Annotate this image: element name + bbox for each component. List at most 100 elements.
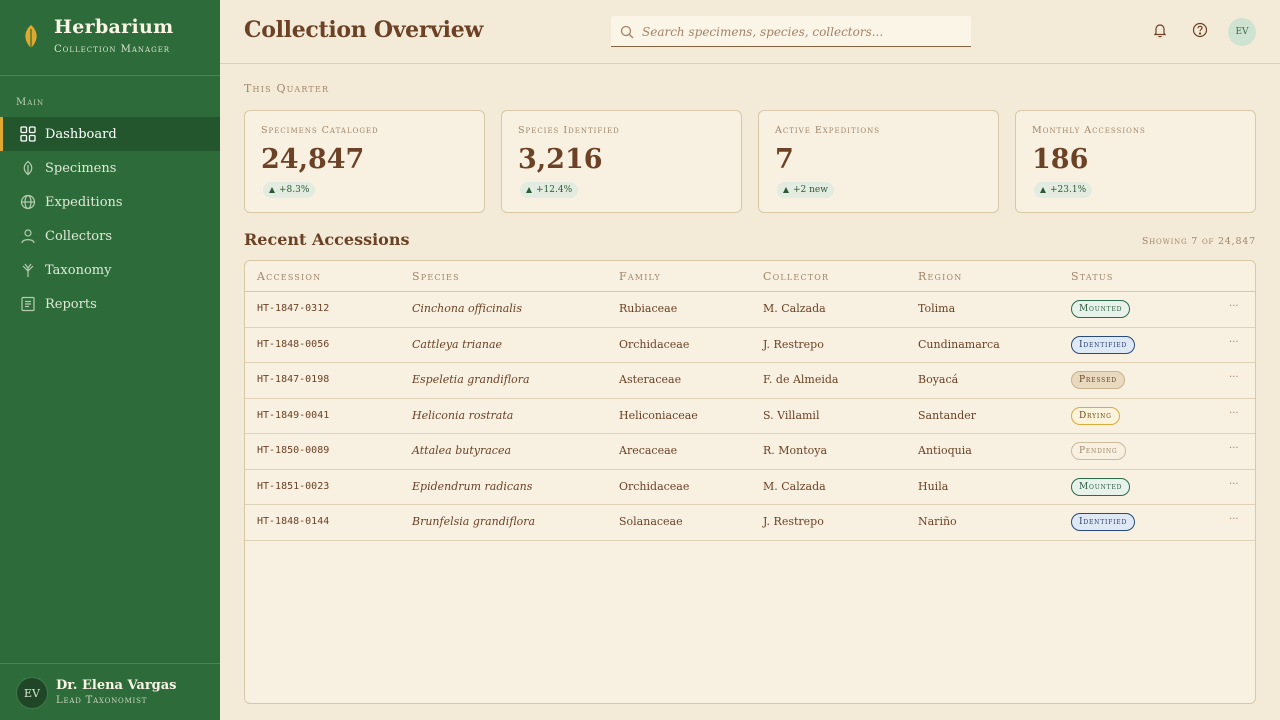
stat-label: Specimens Cataloged — [261, 125, 379, 136]
region-name: Cundinamarca — [918, 337, 1000, 351]
sidebar-item-specimens[interactable]: Specimens — [0, 151, 220, 185]
nav-section-label: Main — [16, 97, 45, 108]
document-icon — [20, 296, 36, 312]
status-badge: Pressed — [1071, 371, 1125, 389]
page-title: Collection Overview — [244, 17, 484, 43]
species-name: Heliconia rostrata — [412, 408, 514, 422]
brand: Herbarium Collection Manager — [0, 0, 220, 76]
table-row[interactable]: HT-1848-0056 Cattleya trianae Orchidaceae J… — [245, 328, 1255, 363]
column-header-species[interactable]: Species — [412, 270, 460, 283]
species-name: Brunfelsia grandiflora — [412, 515, 536, 528]
collector-name: R. Montoya — [763, 444, 828, 457]
column-header-accession[interactable]: Accession — [257, 270, 322, 283]
stat-change-badge: +12.4% — [520, 182, 579, 198]
sidebar-item-label: Dashboard — [45, 126, 117, 142]
stat-value: 3,216 — [518, 144, 603, 175]
region-name: Nariño — [918, 515, 957, 528]
recent-accessions-title: Recent Accessions — [244, 230, 410, 249]
sidebar-item-reports[interactable]: Reports — [0, 287, 220, 321]
family-name: Solanaceae — [619, 515, 683, 528]
species-name: Cattleya trianae — [412, 337, 503, 351]
table-row[interactable]: HT-1850-0089 Attalea butyracea Arecaceae R.… — [245, 434, 1255, 470]
column-header-collector[interactable]: Collector — [763, 270, 830, 283]
collector-name: S. Villamil — [763, 408, 820, 422]
user-role: Lead Taxonomist — [56, 695, 148, 706]
status-badge: Identified — [1071, 335, 1136, 354]
family-name: Orchidaceae — [619, 337, 690, 351]
species-name: Attalea butyracea — [412, 444, 512, 457]
collector-name: F. de Almeida — [763, 373, 839, 386]
row-actions-button[interactable]: ··· — [1229, 301, 1239, 312]
stat-change: +12.4% — [536, 185, 573, 195]
table-row[interactable]: HT-1847-0198 Espeletia grandiflora Asterac… — [245, 363, 1255, 399]
header: Collection Overview EV — [220, 0, 1280, 64]
sidebar-item-collectors[interactable]: Collectors — [0, 219, 220, 253]
species-name: Epidendrum radicans — [412, 479, 533, 493]
status-badge: Mounted — [1071, 477, 1131, 496]
stat-change: +23.1% — [1050, 185, 1087, 195]
user-profile[interactable]: EV Dr. Elena Vargas Lead Taxonomist — [0, 663, 220, 720]
results-count: Showing 7 of 24,847 — [1141, 236, 1256, 247]
stat-value: 7 — [775, 144, 794, 175]
collector-name: J. Restrepo — [763, 337, 824, 351]
stat-change: +8.3% — [279, 185, 310, 195]
column-header-status[interactable]: Status — [1071, 270, 1114, 283]
family-name: Rubiaceae — [619, 302, 678, 315]
stat-change-badge: +23.1% — [1034, 182, 1093, 198]
sidebar-item-label: Specimens — [45, 160, 117, 176]
arrow-up-icon — [1040, 187, 1046, 193]
table-body: HT-1847-0312 Cinchona officinalis Rubiacea… — [245, 292, 1255, 541]
header-avatar[interactable]: EV — [1228, 18, 1256, 46]
sidebar-item-expeditions[interactable]: Expeditions — [0, 185, 220, 219]
arrow-up-icon — [269, 187, 275, 193]
status-badge: Mounted — [1071, 300, 1131, 318]
family-name: Heliconiaceae — [619, 408, 698, 422]
sidebar: Herbarium Collection Manager Main Dashbo… — [0, 0, 220, 720]
row-actions-button[interactable]: ··· — [1229, 336, 1239, 348]
grid-icon — [20, 126, 36, 142]
region-name: Tolima — [918, 302, 956, 315]
accession-id: HT-1848-0144 — [257, 516, 330, 527]
stat-change: +2 new — [793, 185, 828, 195]
stat-label: Active Expeditions — [775, 125, 881, 136]
stat-change-badge: +2 new — [777, 182, 834, 198]
stat-label: Species Identified — [518, 125, 620, 136]
row-actions-button[interactable]: ··· — [1229, 443, 1239, 454]
sidebar-item-label: Reports — [45, 296, 97, 312]
table-row[interactable]: HT-1847-0312 Cinchona officinalis Rubiacea… — [245, 292, 1255, 328]
accession-id: HT-1847-0312 — [257, 303, 330, 314]
user-name: Dr. Elena Vargas — [56, 678, 177, 693]
row-actions-button[interactable]: ··· — [1229, 407, 1239, 419]
status-badge: Drying — [1071, 406, 1120, 425]
row-actions-button[interactable]: ··· — [1229, 372, 1239, 383]
family-name: Asteraceae — [619, 373, 682, 386]
region-name: Boyacá — [918, 373, 959, 386]
region-name: Santander — [918, 408, 977, 422]
column-header-family[interactable]: Family — [619, 270, 662, 283]
section-label: This Quarter — [244, 82, 330, 95]
notifications-button[interactable] — [1150, 22, 1170, 42]
status-badge: Identified — [1071, 513, 1136, 531]
table-row[interactable]: HT-1851-0023 Epidendrum radicans Orchidace… — [245, 470, 1255, 505]
sidebar-item-taxonomy[interactable]: Taxonomy — [0, 253, 220, 287]
family-name: Orchidaceae — [619, 479, 690, 493]
accession-id: HT-1847-0198 — [257, 374, 330, 385]
row-actions-button[interactable]: ··· — [1229, 478, 1239, 490]
column-header-region[interactable]: Region — [918, 270, 963, 283]
species-name: Cinchona officinalis — [412, 302, 522, 315]
stat-card-expeditions: Active Expeditions 7 +2 new — [758, 110, 999, 213]
table-row[interactable]: HT-1849-0041 Heliconia rostrata Heliconiac… — [245, 399, 1255, 434]
help-button[interactable] — [1190, 22, 1210, 42]
accession-id: HT-1849-0041 — [257, 409, 330, 421]
family-name: Arecaceae — [619, 444, 678, 457]
collector-name: M. Calzada — [763, 302, 826, 315]
search-input[interactable] — [642, 22, 962, 42]
accession-id: HT-1848-0056 — [257, 338, 330, 350]
arrow-up-icon — [783, 187, 789, 193]
row-actions-button[interactable]: ··· — [1229, 514, 1239, 525]
sidebar-item-dashboard[interactable]: Dashboard — [0, 117, 220, 151]
table-row[interactable]: HT-1848-0144 Brunfelsia grandiflora Solana… — [245, 505, 1255, 541]
sidebar-item-label: Expeditions — [45, 194, 123, 210]
sidebar-item-label: Collectors — [45, 228, 112, 244]
accession-id: HT-1851-0023 — [257, 480, 330, 492]
